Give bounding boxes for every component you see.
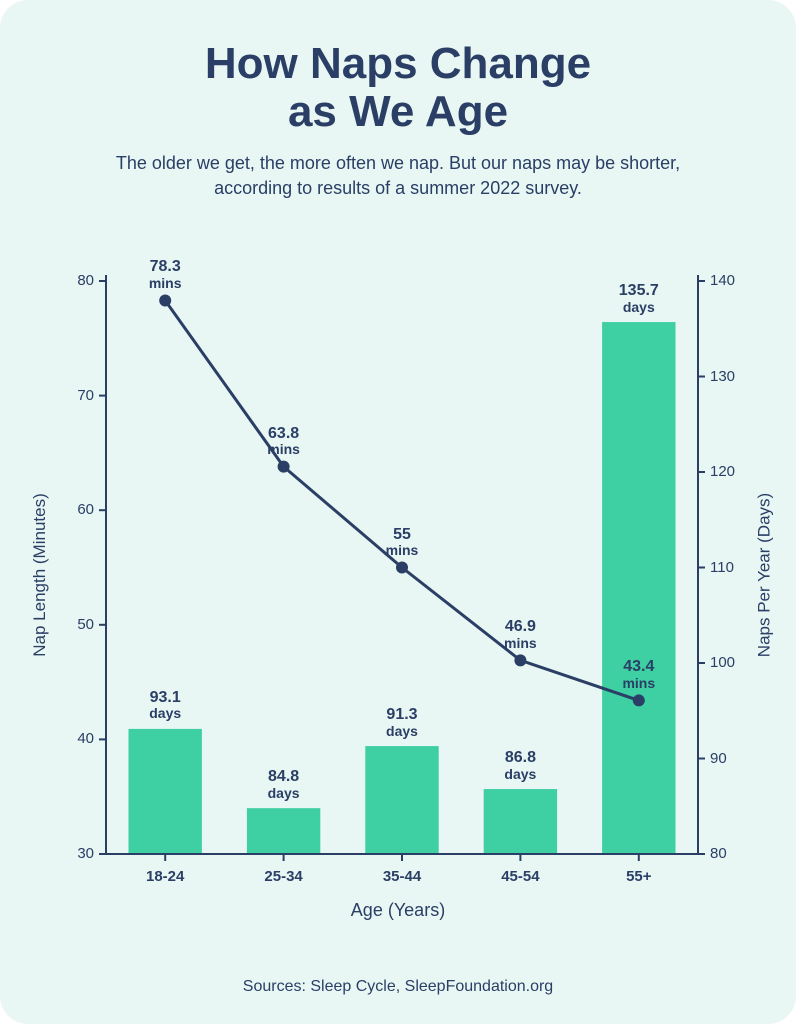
chart-title: How Naps Change as We Age [0, 0, 796, 137]
x-category-label: 55+ [626, 868, 651, 885]
y-axis-left-label: Nap Length (Minutes) [30, 493, 50, 656]
y-right-tick-label: 80 [710, 845, 727, 862]
y-axis-right-label: Naps Per Year (Days) [754, 492, 774, 656]
bar [602, 322, 675, 854]
bar [484, 789, 557, 854]
line-marker [159, 294, 171, 306]
line-series [165, 300, 639, 700]
bar-value-label: 93.1days [149, 689, 181, 722]
y-left-tick-label: 80 [77, 272, 94, 289]
x-axis-label: Age (Years) [0, 900, 796, 921]
y-right-tick-label: 90 [710, 750, 727, 767]
y-left-tick-label: 60 [77, 501, 94, 518]
x-category-label: 35-44 [383, 868, 421, 885]
line-marker [633, 694, 645, 706]
y-left-tick-label: 30 [77, 845, 94, 862]
bar [128, 729, 201, 854]
x-category-label: 45-54 [501, 868, 539, 885]
y-right-tick-label: 130 [710, 368, 735, 385]
y-right-tick-label: 100 [710, 654, 735, 671]
bar-value-label: 135.7days [619, 282, 659, 315]
bar [247, 808, 320, 854]
y-left-tick-label: 70 [77, 387, 94, 404]
bar-value-label: 86.8days [504, 749, 536, 782]
bar-value-label: 84.8days [268, 768, 300, 801]
chart-subtitle: The older we get, the more often we nap.… [78, 151, 718, 201]
y-right-tick-label: 120 [710, 463, 735, 480]
line-marker [396, 562, 408, 574]
infographic-card: How Naps Change as We Age The older we g… [0, 0, 796, 1024]
title-line-1: How Naps Change [205, 39, 591, 88]
line-value-label: 46.9mins [504, 618, 537, 651]
y-left-tick-label: 50 [77, 616, 94, 633]
x-category-label: 18-24 [146, 868, 184, 885]
line-value-label: 43.4mins [622, 658, 655, 691]
line-value-label: 78.3mins [149, 258, 182, 291]
bar-value-label: 91.3days [386, 706, 418, 739]
chart-svg [48, 235, 756, 914]
line-marker [278, 461, 290, 473]
x-category-label: 25-34 [264, 868, 302, 885]
line-value-label: 55mins [386, 526, 419, 559]
line-marker [514, 654, 526, 666]
sources-text: Sources: Sleep Cycle, SleepFoundation.or… [0, 978, 796, 996]
y-right-tick-label: 140 [710, 272, 735, 289]
line-value-label: 63.8mins [267, 425, 300, 458]
y-left-tick-label: 40 [77, 730, 94, 747]
chart-area: Nap Length (Minutes) Naps Per Year (Days… [48, 235, 756, 914]
title-line-2: as We Age [288, 87, 508, 136]
bar [365, 746, 438, 854]
y-right-tick-label: 110 [710, 559, 734, 576]
